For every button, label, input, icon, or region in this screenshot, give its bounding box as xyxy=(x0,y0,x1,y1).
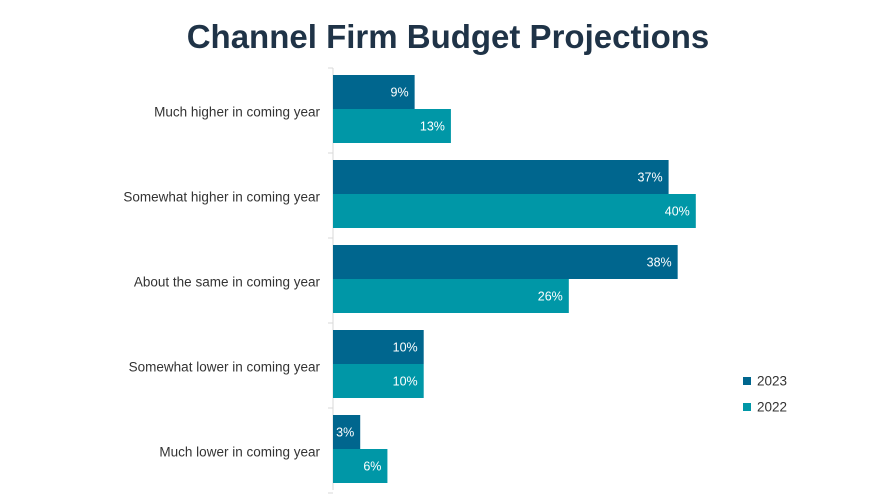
bar-2023 xyxy=(333,415,361,449)
data-label: 13% xyxy=(420,119,445,133)
data-label: 6% xyxy=(363,459,381,473)
legend-swatch-2022 xyxy=(743,403,751,411)
data-label: 40% xyxy=(665,204,690,218)
category-label: Much higher in coming year xyxy=(154,105,320,120)
category-label: About the same in coming year xyxy=(134,275,321,290)
bar-2023 xyxy=(333,160,669,194)
legend-swatch-2023 xyxy=(743,377,751,385)
bar-2022 xyxy=(333,109,451,143)
data-label: 10% xyxy=(393,340,418,354)
bar-2023 xyxy=(333,330,424,364)
legend-label-2022: 2022 xyxy=(757,400,787,415)
data-label: 10% xyxy=(393,374,418,388)
category-label: Much lower in coming year xyxy=(159,445,320,460)
data-label: 37% xyxy=(638,170,663,184)
data-label: 26% xyxy=(538,289,563,303)
category-label: Somewhat lower in coming year xyxy=(129,360,321,375)
data-label: 38% xyxy=(647,255,672,269)
bar-2022 xyxy=(333,449,388,483)
bar-2023 xyxy=(333,245,678,279)
bar-2022 xyxy=(333,364,424,398)
bar-2022 xyxy=(333,279,569,313)
legend-label-2023: 2023 xyxy=(757,374,787,389)
chart-title: Channel Firm Budget Projections xyxy=(186,18,710,55)
bar-2022 xyxy=(333,194,696,228)
data-label: 3% xyxy=(336,425,354,439)
category-label: Somewhat higher in coming year xyxy=(123,190,320,205)
bar-2023 xyxy=(333,75,415,109)
data-label: 9% xyxy=(391,85,409,99)
